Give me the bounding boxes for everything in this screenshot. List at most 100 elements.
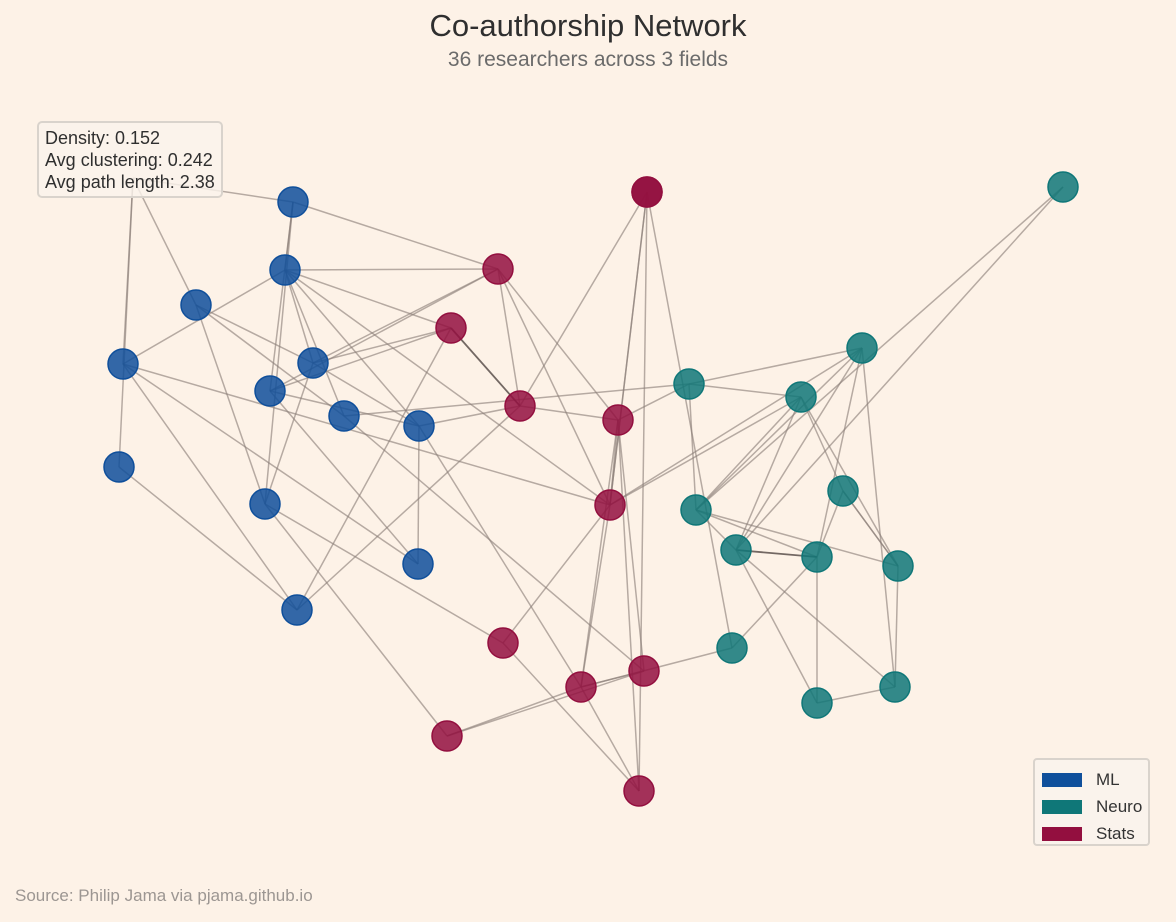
edge-n15-n20 [617, 419, 645, 672]
node-stats-n23 [631, 176, 663, 208]
legend-swatch-neuro [1042, 799, 1082, 814]
edge-n1-n13 [284, 269, 452, 329]
edge-n14-n15 [519, 405, 619, 421]
source-note: Source: Philip Jama via pjama.github.io [15, 886, 313, 905]
edge-n28-n31 [731, 556, 818, 649]
legend-item-stats: Stats [1035, 820, 1148, 847]
node-neuro-n30 [720, 534, 752, 566]
node-neuro-n34 [801, 687, 833, 719]
node-ml-n10 [281, 594, 313, 626]
edge-n30-n34 [735, 549, 818, 704]
legend-item-ml: ML [1035, 766, 1148, 793]
node-ml-n3 [107, 348, 139, 380]
node-ml-n11 [402, 548, 434, 580]
node-stats-n21 [431, 720, 463, 752]
edge-n25-n27 [695, 396, 802, 511]
edge-n10-n14 [296, 405, 521, 611]
edge-n8-n19 [418, 425, 582, 688]
edge-n1-n5 [284, 269, 314, 364]
edge-n16-n26 [609, 347, 863, 506]
node-ml-n7 [328, 400, 360, 432]
legend-item-neuro: Neuro [1035, 793, 1148, 820]
node-neuro-n27 [680, 494, 712, 526]
node-neuro-n25 [785, 381, 817, 413]
edge-n0-n12 [292, 201, 499, 270]
legend-swatch-ml [1042, 772, 1082, 787]
edge-n24-n27 [688, 383, 697, 511]
edge-n20-n21 [446, 670, 645, 737]
edge-n3-n10 [122, 363, 298, 611]
edge-n2-n7 [195, 304, 345, 417]
edge-n26-n31 [816, 347, 863, 558]
node-ml-n8 [403, 410, 435, 442]
legend-label-neuro: Neuro [1096, 796, 1143, 816]
edge-n6-n11 [269, 390, 419, 565]
edge-n25-n29 [800, 396, 844, 492]
node-stats-n14 [504, 390, 536, 422]
edge-n13-n14 [450, 327, 521, 407]
node-neuro-n26 [846, 332, 878, 364]
edge-n8-n11 [417, 425, 420, 565]
legend-label-ml: ML [1096, 769, 1120, 789]
edge-n7-n20 [343, 415, 645, 672]
edge-n5-n9 [264, 362, 314, 505]
node-neuro-n24 [673, 368, 705, 400]
edge-n0-n9 [264, 201, 294, 505]
edge-n18-n22 [502, 642, 640, 792]
stat-clustering: Avg clustering: 0.242 [45, 150, 213, 170]
edge-n17-n16 [609, 191, 648, 506]
edge-n16-n19 [580, 504, 611, 688]
edge-n5-n8 [312, 362, 420, 427]
edge-n12-n14 [497, 268, 521, 407]
edge-n1-n16 [284, 269, 611, 506]
node-stats-n22 [623, 775, 655, 807]
edge-n12-n15 [497, 268, 619, 421]
legend: ML Neuro Stats [1033, 758, 1150, 846]
edge-n5-n13 [312, 327, 452, 364]
edge-n35-n30 [735, 186, 1064, 551]
edge-n27-n35 [695, 186, 1064, 511]
node-ml-n2 [180, 289, 212, 321]
edge-n3-n11 [122, 363, 419, 565]
node-neuro-n35 [1047, 171, 1079, 203]
node-neuro-n33 [879, 671, 911, 703]
node-ml-n4 [103, 451, 135, 483]
node-neuro-n31 [801, 541, 833, 573]
edge-n9-n21 [264, 503, 448, 737]
edge-n24-n25 [688, 383, 802, 398]
legend-label-stats: Stats [1096, 823, 1135, 843]
node-ml-n9 [249, 488, 281, 520]
edges-layer [118, 177, 1064, 792]
edge-n24-n26 [688, 347, 863, 385]
edge-n2-n9 [195, 304, 266, 505]
node-ml-n6 [254, 375, 286, 407]
node-neuro-n32 [882, 550, 914, 582]
edge-n26-n27 [695, 347, 863, 511]
edge-n10-n13 [296, 327, 452, 611]
chart-title: Co-authorship Network [429, 8, 747, 43]
edge-n19-n22 [580, 686, 640, 792]
edge-n15-n22 [617, 419, 640, 792]
node-stats-n18 [487, 627, 519, 659]
edge-n9-n18 [264, 503, 504, 644]
nodes-layer [103, 171, 1079, 807]
stat-path-length: Avg path length: 2.38 [45, 172, 215, 192]
node-stats-n19 [565, 671, 597, 703]
node-ml-n1 [269, 254, 301, 286]
edge-n12-n16 [497, 268, 611, 506]
node-stats-n20 [628, 655, 660, 687]
edge-n2-n5 [195, 304, 314, 364]
edge-n22-n23 [638, 191, 648, 792]
edge-n26-n30 [735, 347, 863, 551]
edge-n4-n10 [118, 466, 298, 611]
edge-n17-n28 [646, 191, 733, 649]
edge-h-n3 [122, 177, 134, 365]
node-stats-n16 [594, 489, 626, 521]
node-neuro-n29 [827, 475, 859, 507]
network-stats-box: Density: 0.152 Avg clustering: 0.242 Avg… [37, 121, 223, 198]
stat-density: Density: 0.152 [45, 128, 161, 148]
node-neuro-n28 [716, 632, 748, 664]
node-ml-n5 [297, 347, 329, 379]
edge-n27-n32 [695, 509, 899, 567]
edge-n16-n25 [609, 396, 802, 506]
